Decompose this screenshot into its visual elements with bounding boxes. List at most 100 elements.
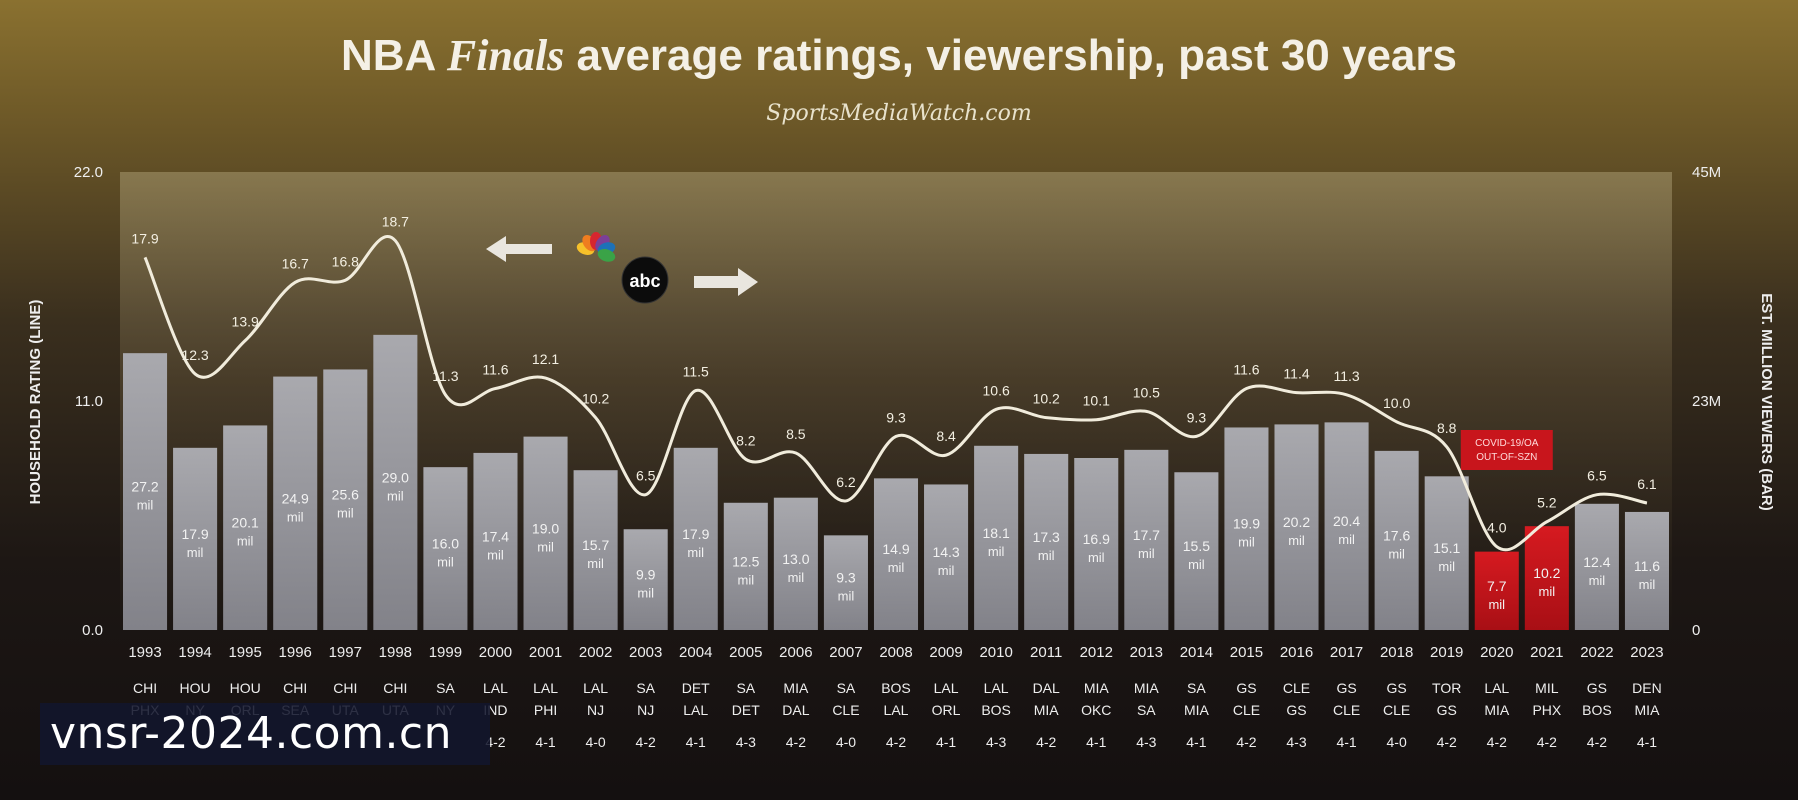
year-label: 2007: [829, 644, 862, 661]
winner-label: DAL: [1033, 680, 1060, 696]
year-label: 2011: [1030, 644, 1062, 661]
bar-unit-label: mil: [337, 506, 354, 521]
loser-label: DAL: [782, 702, 809, 718]
bar-2009: [924, 484, 969, 630]
chart-subtitle: SportsMediaWatch.com: [766, 101, 1031, 126]
bar-unit-label: mil: [1238, 535, 1255, 550]
bar-unit-label: mil: [788, 570, 805, 585]
rating-label: 9.3: [886, 409, 906, 425]
series-result-label: 4-2: [1587, 734, 1607, 750]
bar-1998: [373, 334, 418, 630]
bar-unit-label: mil: [1488, 597, 1505, 612]
bar-1999: [423, 467, 468, 630]
bar-value-label: 19.9: [1233, 516, 1260, 532]
bar-unit-label: mil: [1088, 550, 1105, 565]
year-label: 1993: [128, 644, 161, 661]
rating-label: 12.1: [532, 351, 559, 367]
year-label: 1998: [379, 644, 412, 661]
bar-unit-label: mil: [1188, 557, 1205, 572]
left-axis-tick: 0.0: [82, 622, 103, 639]
bar-unit-label: mil: [187, 545, 204, 560]
bar-2023: [1624, 511, 1669, 630]
winner-label: MIA: [1084, 680, 1110, 696]
year-label: 1997: [329, 644, 362, 661]
chart-title: NBA Finals average ratings, viewership, …: [341, 31, 1457, 80]
watermark: vnsr-2024.com.cn: [40, 703, 490, 765]
year-label: 1999: [429, 644, 462, 661]
bar-value-label: 17.4: [482, 528, 509, 544]
winner-label: GS: [1336, 680, 1356, 696]
winner-label: LAL: [984, 680, 1009, 696]
series-result-label: 4-2: [1036, 734, 1056, 750]
year-label: 2009: [929, 644, 962, 661]
bar-unit-label: mil: [1288, 533, 1305, 548]
bar-value-label: 18.1: [983, 525, 1010, 541]
bar-unit-label: mil: [587, 556, 604, 571]
bar-unit-label: mil: [1438, 559, 1455, 574]
winner-label: LAL: [583, 680, 608, 696]
left-axis-tick: 11.0: [75, 393, 103, 410]
bar-unit-label: mil: [1138, 546, 1155, 561]
bar-unit-label: mil: [687, 545, 704, 560]
loser-label: NJ: [637, 702, 654, 718]
series-result-label: 4-2: [1537, 734, 1557, 750]
series-result-label: 4-2: [886, 734, 906, 750]
year-label: 2001: [529, 644, 562, 661]
rating-label: 9.3: [1187, 409, 1207, 425]
winner-label: CHI: [283, 680, 307, 696]
bar-1993: [123, 353, 168, 630]
winner-label: SA: [837, 680, 856, 696]
rating-label: 17.9: [131, 230, 158, 246]
rating-label: 10.1: [1083, 393, 1110, 409]
right-axis-tick: 45M: [1692, 164, 1721, 181]
title-prefix: NBA: [341, 31, 447, 80]
rating-label: 16.8: [332, 253, 359, 269]
bar-2022: [1574, 503, 1619, 630]
bar-2003: [623, 529, 668, 630]
bar-value-label: 13.0: [782, 551, 809, 567]
series-result-label: 4-1: [1186, 734, 1206, 750]
rating-label: 6.5: [636, 468, 656, 484]
bar-unit-label: mil: [137, 498, 154, 513]
bar-1997: [323, 369, 368, 630]
rating-label: 6.2: [836, 474, 856, 490]
loser-label: CLE: [1333, 702, 1360, 718]
series-result-label: 4-1: [936, 734, 956, 750]
rating-line: [143, 235, 1648, 552]
rating-label: 18.7: [382, 214, 409, 230]
bar-2013: [1124, 449, 1169, 630]
rating-label: 11.4: [1283, 366, 1309, 382]
bar-value-label: 29.0: [382, 469, 409, 485]
rating-label: 10.5: [1133, 384, 1160, 400]
bar-value-label: 17.7: [1133, 527, 1160, 543]
year-label: 2005: [729, 644, 762, 661]
bar-value-label: 15.7: [582, 537, 609, 553]
bar-value-label: 17.3: [1033, 529, 1060, 545]
year-label: 2019: [1430, 644, 1463, 661]
winner-label: SA: [436, 680, 455, 696]
series-result-label: 4-3: [1286, 734, 1306, 750]
bar-value-label: 10.2: [1533, 565, 1560, 581]
year-label: 2002: [579, 644, 612, 661]
loser-label: SA: [1137, 702, 1156, 718]
winner-label: HOU: [180, 680, 211, 696]
nbc-logo: nbc: [590, 245, 603, 254]
year-label: 2023: [1630, 644, 1663, 661]
bar-value-label: 19.0: [532, 520, 559, 536]
bar-2021: [1524, 526, 1569, 630]
right-arrow-icon: [694, 268, 758, 296]
bar-2002: [573, 470, 618, 630]
loser-label: PHI: [534, 702, 557, 718]
bar-2000: [473, 452, 518, 630]
bar-unit-label: mil: [1539, 584, 1556, 599]
bar-2014: [1174, 472, 1219, 630]
bar-2016: [1274, 424, 1319, 630]
right-axis-title: EST. MILLION VIEWERS (BAR): [1758, 293, 1775, 511]
series-result-label: 4-0: [1387, 734, 1407, 750]
bar-value-label: 25.6: [332, 487, 359, 503]
bar-2007: [823, 535, 868, 630]
bar-value-label: 24.9: [282, 490, 309, 506]
bar-2008: [873, 478, 919, 630]
bar-unit-label: mil: [988, 544, 1005, 559]
